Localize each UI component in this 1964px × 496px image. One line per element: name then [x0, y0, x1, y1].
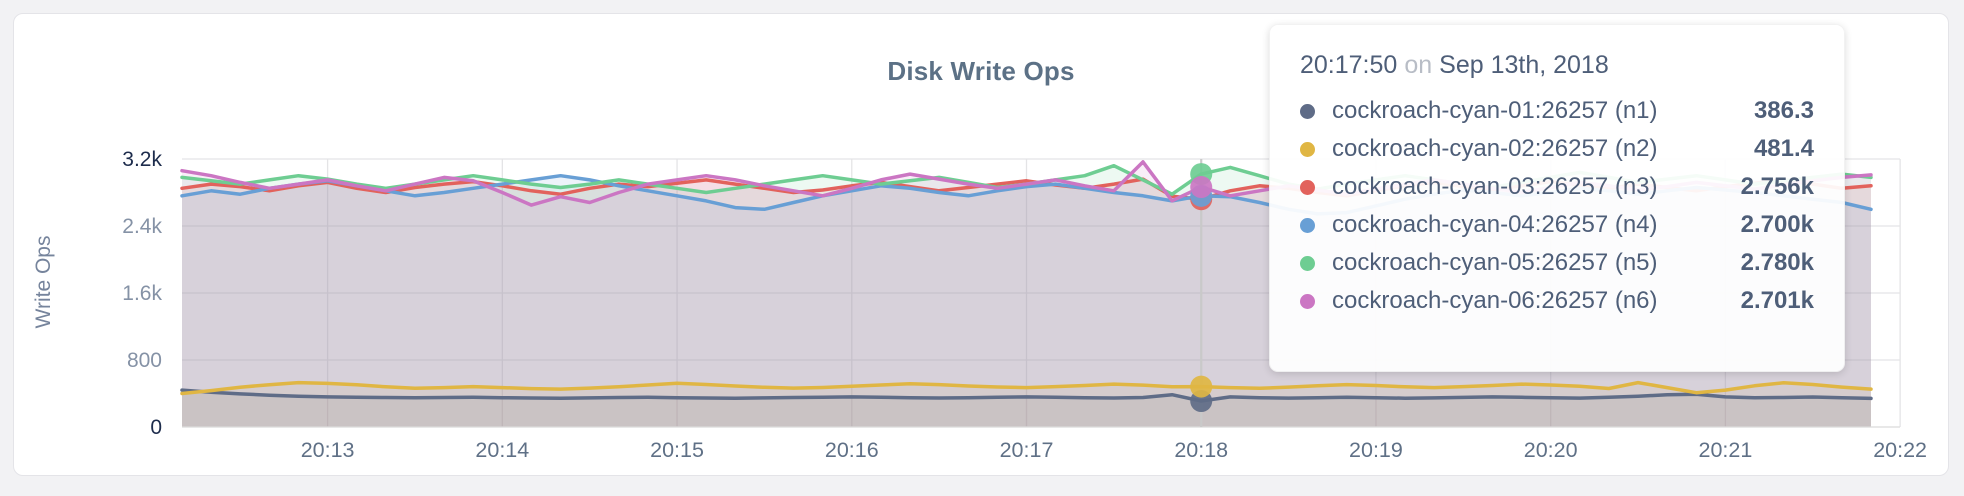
- tooltip-row: cockroach-cyan-01:26257 (n1) 386.3: [1300, 92, 1814, 130]
- series-line: [180, 388, 1873, 403]
- series-dot-icon: [1300, 103, 1315, 119]
- tooltip-row: cockroach-cyan-06:26257 (n6) 2.701k: [1300, 282, 1814, 320]
- tooltip-series-label: cockroach-cyan-01:26257 (n1): [1332, 97, 1658, 124]
- x-tick-label: 20:21: [1698, 438, 1752, 462]
- chart-title: Disk Write Ops: [887, 56, 1075, 86]
- tooltip-series-value: 481.4: [1753, 135, 1814, 162]
- hover-point: [1190, 375, 1213, 398]
- x-tick-label: 20:15: [650, 438, 704, 462]
- tooltip-date: Sep 13th, 2018: [1439, 51, 1609, 79]
- series-line: [180, 380, 1873, 396]
- tooltip-series-label: cockroach-cyan-03:26257 (n3): [1332, 173, 1658, 200]
- tooltip-series-label: cockroach-cyan-04:26257 (n4): [1332, 211, 1658, 238]
- y-tick-label: 3.2k: [122, 148, 162, 171]
- tooltip-series-value: 2.701k: [1740, 287, 1814, 314]
- y-tick-label: 2.4k: [122, 215, 162, 238]
- tooltip-row: cockroach-cyan-04:26257 (n4) 2.700k: [1300, 206, 1814, 244]
- x-tick-label: 20:16: [825, 438, 879, 462]
- series-dot-icon: [1300, 179, 1315, 195]
- hover-point: [1190, 176, 1213, 199]
- x-tick-label: 20:17: [1000, 438, 1054, 462]
- tooltip-series-value: 2.700k: [1740, 211, 1814, 238]
- hover-points: [1190, 163, 1213, 413]
- tooltip-row: cockroach-cyan-05:26257 (n5) 2.780k: [1300, 244, 1814, 282]
- tooltip-series-value: 386.3: [1753, 97, 1814, 124]
- x-tick-label: 20:18: [1174, 438, 1228, 462]
- x-tick-label: 20:19: [1349, 438, 1403, 462]
- tooltip-series-label: cockroach-cyan-05:26257 (n5): [1332, 249, 1658, 276]
- y-tick-label: 1.6k: [122, 282, 162, 305]
- tooltip-row: cockroach-cyan-02:26257 (n2) 481.4: [1300, 130, 1814, 168]
- x-tick-label: 20:22: [1873, 438, 1927, 462]
- series-dot-icon: [1300, 217, 1315, 233]
- chart-tooltip: 20:17:50 on Sep 13th, 2018 cockroach-cyan-…: [1269, 24, 1845, 372]
- series-area: [182, 382, 1871, 427]
- tooltip-series-value: 2.756k: [1740, 173, 1814, 200]
- x-tick-label: 20:20: [1524, 438, 1578, 462]
- series-dot-icon: [1300, 141, 1315, 157]
- y-tick-label: 800: [127, 349, 162, 372]
- tooltip-series-label: cockroach-cyan-06:26257 (n6): [1332, 287, 1658, 314]
- tooltip-time: 20:17:50: [1300, 51, 1398, 79]
- tooltip-row: cockroach-cyan-03:26257 (n3) 2.756k: [1300, 168, 1814, 206]
- x-tick-label: 20:14: [475, 438, 529, 462]
- series-dot-icon: [1300, 255, 1315, 271]
- tooltip-series-label: cockroach-cyan-02:26257 (n2): [1332, 135, 1658, 162]
- x-tick-label: 20:13: [301, 438, 355, 462]
- chart-card: Disk Write Ops Write Ops 0 800 1.6k 2.4k 3.2…: [13, 13, 1949, 476]
- series-dot-icon: [1300, 293, 1315, 309]
- tooltip-series-value: 2.780k: [1740, 249, 1814, 276]
- tooltip-rows: cockroach-cyan-01:26257 (n1) 386.3 cockroa…: [1300, 92, 1814, 320]
- y-tick-label: 0: [150, 416, 162, 439]
- tooltip-conjunction: on: [1404, 51, 1433, 79]
- tooltip-header: 20:17:50 on Sep 13th, 2018: [1300, 51, 1814, 80]
